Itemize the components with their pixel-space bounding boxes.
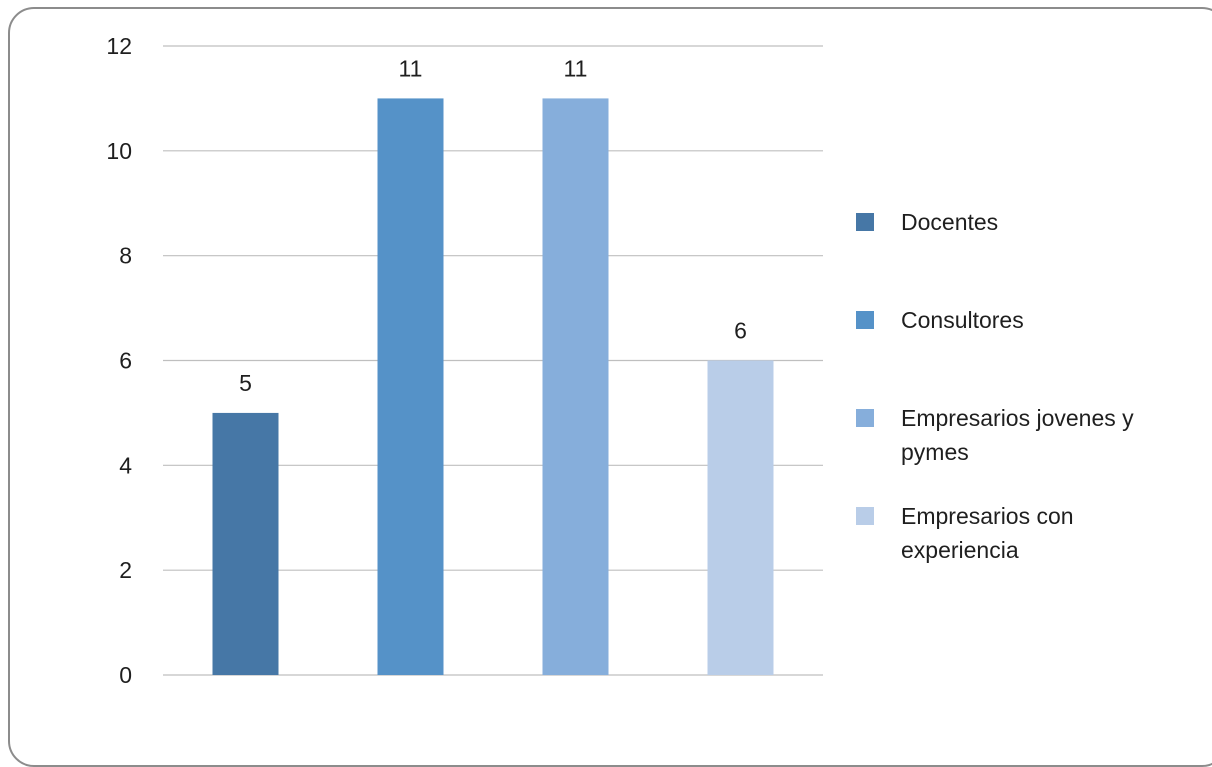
data-labels: 5 11 11 6 [239,55,747,396]
chart-frame [8,7,1212,767]
legend-swatch-4 [856,507,874,525]
legend-swatch-1 [856,213,874,231]
legend-label-2: Consultores [901,307,1024,333]
data-label-1: 5 [239,370,252,396]
legend-swatch-2 [856,311,874,329]
bar-1 [212,412,279,675]
bar-3 [542,98,609,675]
bars [212,98,774,675]
bar-2 [377,98,444,675]
legend-label-3: Empresarios jovenes y pymes [901,405,1134,465]
legend: Docentes Consultores Empresarios jovenes y… [856,209,1134,563]
y-tick-label: 8 [119,243,132,269]
bar-4 [707,360,774,675]
y-tick-label: 2 [119,557,132,583]
y-tick-label: 6 [119,348,132,374]
y-tick-label: 12 [106,33,132,59]
y-tick-label: 0 [119,662,132,688]
y-tick-label: 10 [106,138,132,164]
legend-label-1: Docentes [901,209,998,235]
y-tick-label: 4 [119,452,132,478]
data-label-4: 6 [734,318,747,344]
legend-swatch-3 [856,409,874,427]
data-label-2: 11 [399,55,423,81]
data-label-3: 11 [564,55,588,81]
y-axis-tick-labels: 0 2 4 6 8 10 12 [106,33,132,688]
legend-label-4: Empresarios con experiencia [901,503,1074,563]
